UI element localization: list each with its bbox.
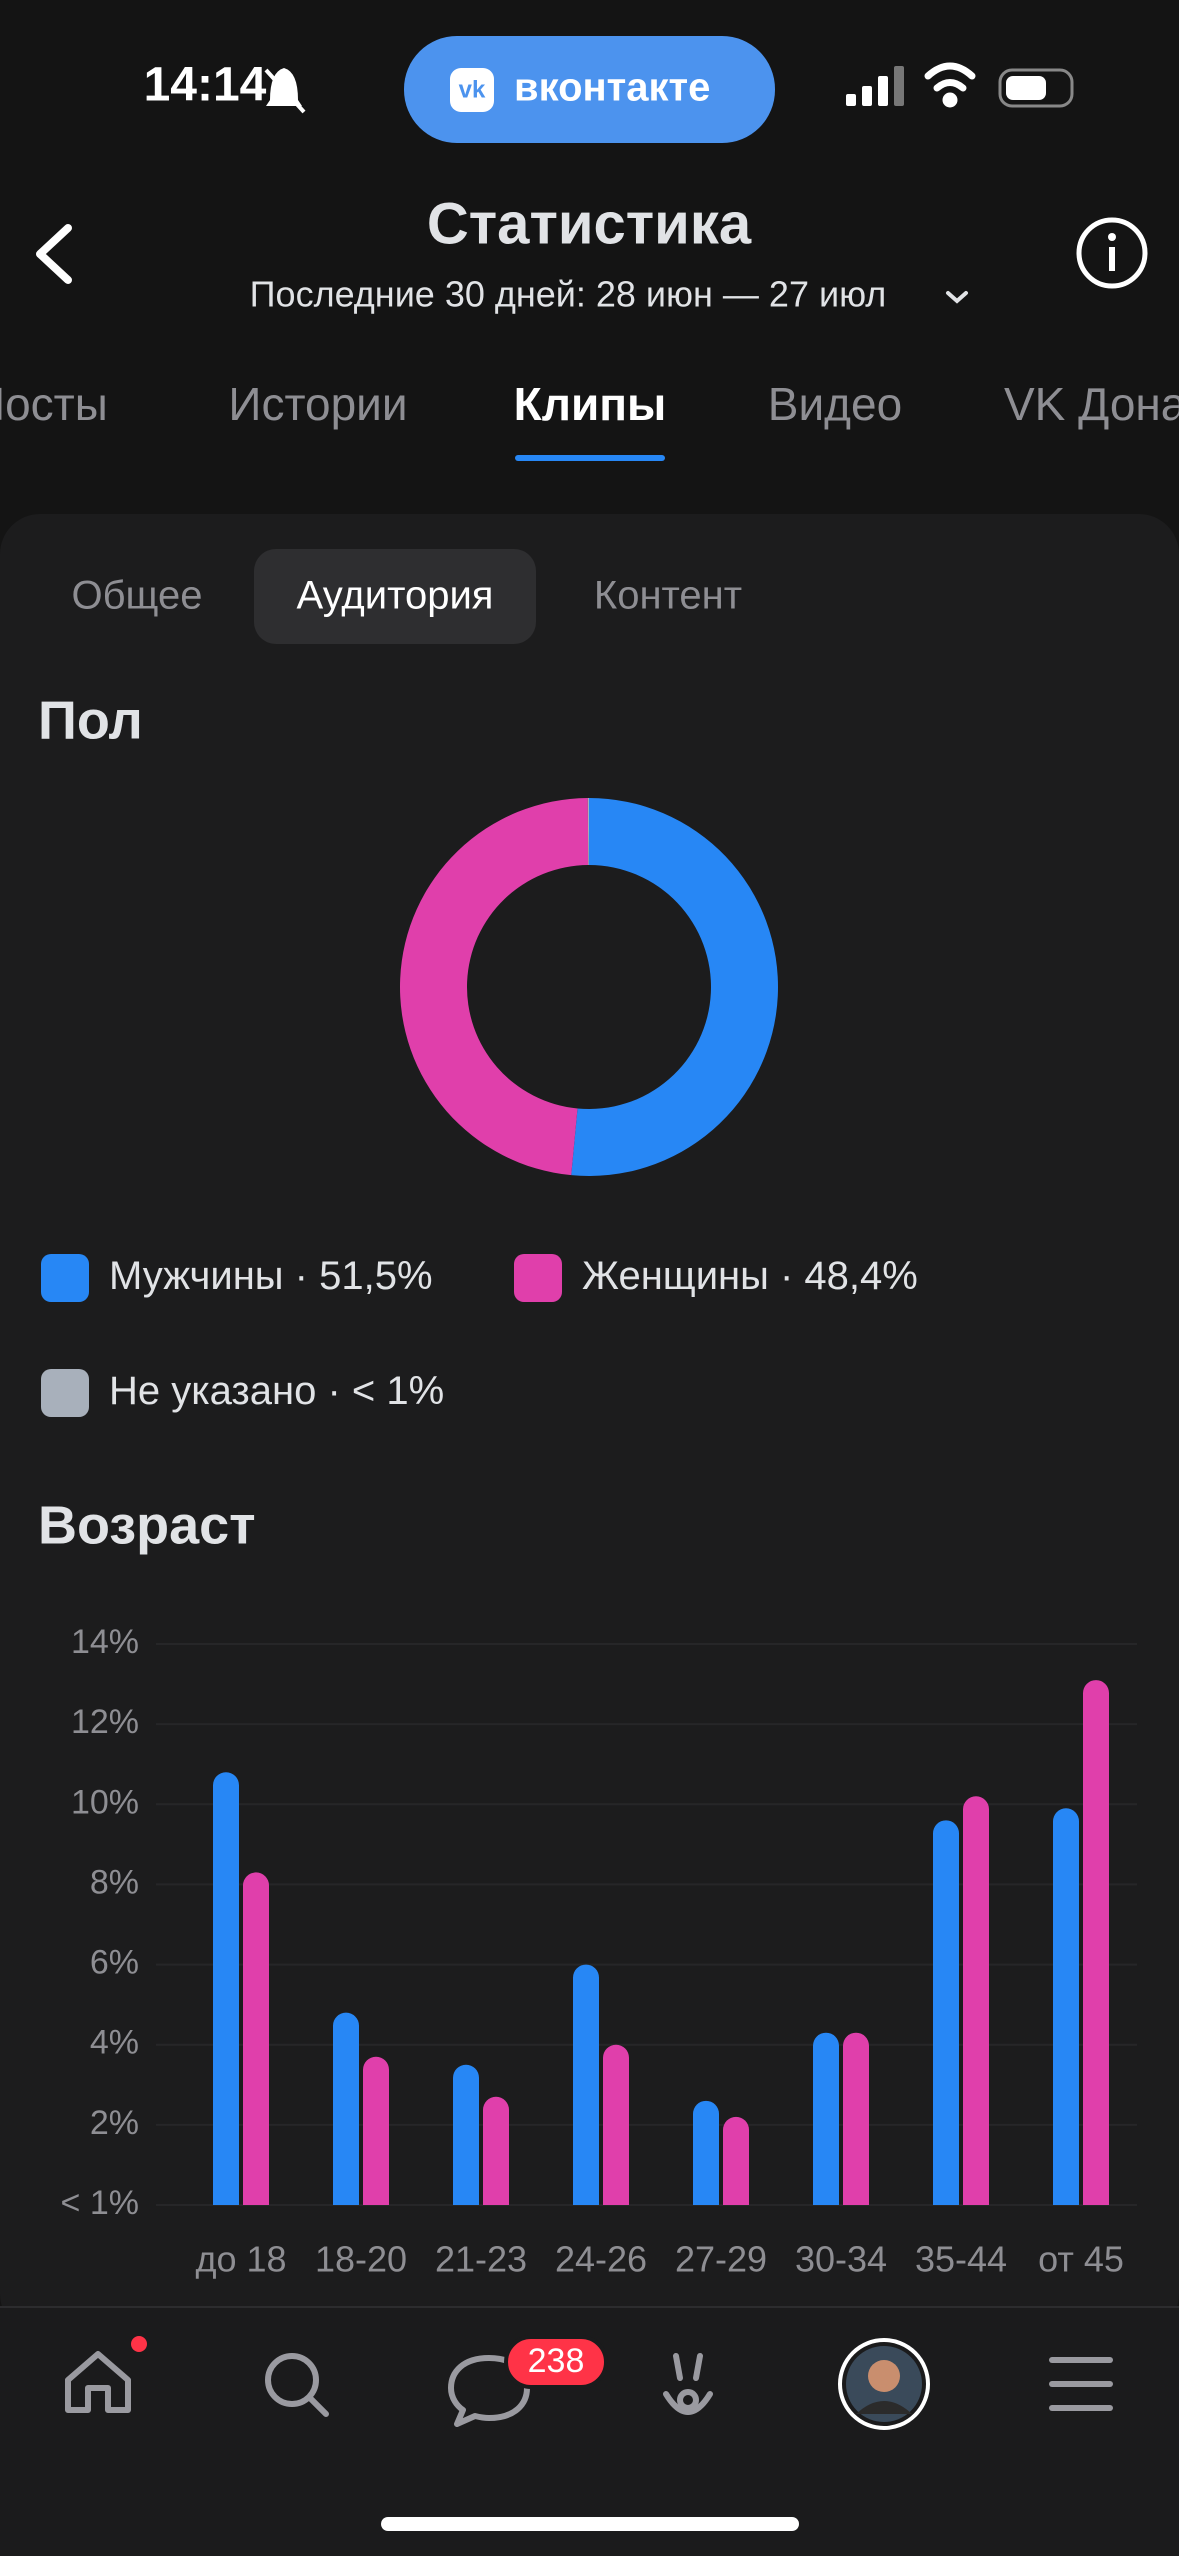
back-button[interactable]: [36, 224, 72, 284]
section-title: Пол: [38, 690, 143, 750]
y-tick-label: 14%: [71, 1623, 139, 1661]
page-title: Статистика: [427, 191, 752, 256]
bar: [453, 2064, 479, 2205]
subtab[interactable]: Контент: [594, 574, 742, 618]
battery-level: [1006, 76, 1046, 100]
bar: [933, 1820, 959, 2205]
bar: [813, 2032, 839, 2205]
bar: [1053, 1808, 1079, 2205]
x-tick-label: 27-29: [675, 2239, 767, 2280]
legend-separator: ·: [769, 1254, 805, 1298]
vk-logo-text: vk: [459, 76, 486, 103]
mute-icon: [264, 68, 306, 114]
bar: [963, 1796, 989, 2205]
bar: [243, 1872, 269, 2205]
legend-swatch: [41, 1254, 89, 1302]
home-notification-dot: [131, 2336, 147, 2352]
bar: [1083, 1680, 1109, 2205]
tab[interactable]: VK Донаты: [1004, 378, 1179, 430]
wifi-icon: [924, 62, 976, 108]
x-tick-label: 18-20: [315, 2239, 407, 2280]
legend-swatch: [514, 1254, 562, 1302]
x-tick-label: 30-34: [795, 2239, 887, 2280]
active-subtab: [254, 549, 536, 644]
info-button[interactable]: [1076, 217, 1148, 289]
legend-label: Мужчины · 51,5%: [109, 1254, 433, 1298]
dropdown-chevron: [946, 291, 968, 304]
messages-badge-count: 238: [528, 2342, 585, 2380]
menu-tab[interactable]: [1049, 2357, 1113, 2411]
period-selector[interactable]: Последние 30 дней: 28 июн — 27 июл: [250, 274, 887, 315]
legend-value: 48,4%: [804, 1254, 917, 1298]
legend-value: < 1%: [352, 1369, 444, 1413]
x-tick-label: 21-23: [435, 2239, 527, 2280]
x-tick-label: 24-26: [555, 2239, 647, 2280]
app-pill[interactable]: [404, 36, 775, 143]
legend-swatch: [41, 1369, 89, 1417]
bar: [483, 2096, 509, 2205]
battery: [998, 68, 1074, 108]
tab[interactable]: Видео: [768, 378, 902, 430]
messages-badge: [504, 2335, 608, 2389]
tab[interactable]: Истории: [228, 378, 407, 430]
legend-name: Мужчины: [109, 1254, 284, 1298]
search-tab[interactable]: [265, 2353, 329, 2417]
bar: [603, 2044, 629, 2205]
y-tick-label: 2%: [90, 2104, 139, 2142]
legend-label: Не указано · < 1%: [109, 1369, 444, 1413]
donut-segment: [587, 798, 589, 866]
profile-tab[interactable]: [838, 2338, 930, 2430]
legend-name: Женщины: [582, 1254, 769, 1298]
subtab[interactable]: Аудитория: [297, 574, 494, 618]
vk-logo: [450, 68, 494, 112]
x-tick-label: до 18: [195, 2239, 286, 2280]
charts: Пол Мужчины · 51,5% Женщины · 48,4% Не указ…: [38, 690, 1137, 2280]
bar: [573, 1964, 599, 2205]
bar: [693, 2100, 719, 2205]
home-tab[interactable]: [65, 2351, 131, 2413]
y-tick-label: 4%: [90, 2024, 139, 2062]
signal-icon: [846, 66, 904, 106]
y-tick-label: 6%: [90, 1944, 139, 1982]
x-tick-label: 35-44: [915, 2239, 1007, 2280]
tab[interactable]: Посты: [0, 378, 108, 430]
content-card: [0, 514, 1179, 2334]
donut-segment: [571, 798, 778, 1176]
donut-segment: [399, 798, 589, 1176]
legend-name: Не указано: [109, 1369, 316, 1413]
legend-value: 51,5%: [319, 1254, 432, 1298]
section-title: Возраст: [38, 1495, 256, 1555]
bar: [333, 2012, 359, 2205]
active-tab-indicator: [515, 455, 665, 461]
legend-label: Женщины · 48,4%: [582, 1254, 918, 1298]
tab-row: Посты Истории Клипы Видео VK Донаты: [0, 378, 1179, 430]
status-time: 14:14: [144, 59, 267, 112]
x-tick-label: от 45: [1038, 2239, 1124, 2280]
bar: [213, 1772, 239, 2205]
y-tick-label: 10%: [71, 1783, 139, 1821]
bar: [723, 2116, 749, 2205]
home-indicator: [381, 2517, 799, 2531]
subtab-row: Общее Аудитория Контент: [72, 574, 743, 618]
y-tick-label: 12%: [71, 1703, 139, 1741]
y-tick-label: 8%: [90, 1863, 139, 1901]
bar: [363, 2056, 389, 2205]
bar: [843, 2032, 869, 2205]
subtab[interactable]: Общее: [72, 574, 203, 618]
tab[interactable]: Клипы: [514, 378, 667, 430]
legend-separator: ·: [316, 1369, 352, 1413]
clips-tab[interactable]: [663, 2353, 713, 2415]
app-name: вконтакте: [514, 66, 710, 110]
y-tick-label: < 1%: [61, 2184, 139, 2222]
legend-separator: ·: [284, 1254, 320, 1298]
